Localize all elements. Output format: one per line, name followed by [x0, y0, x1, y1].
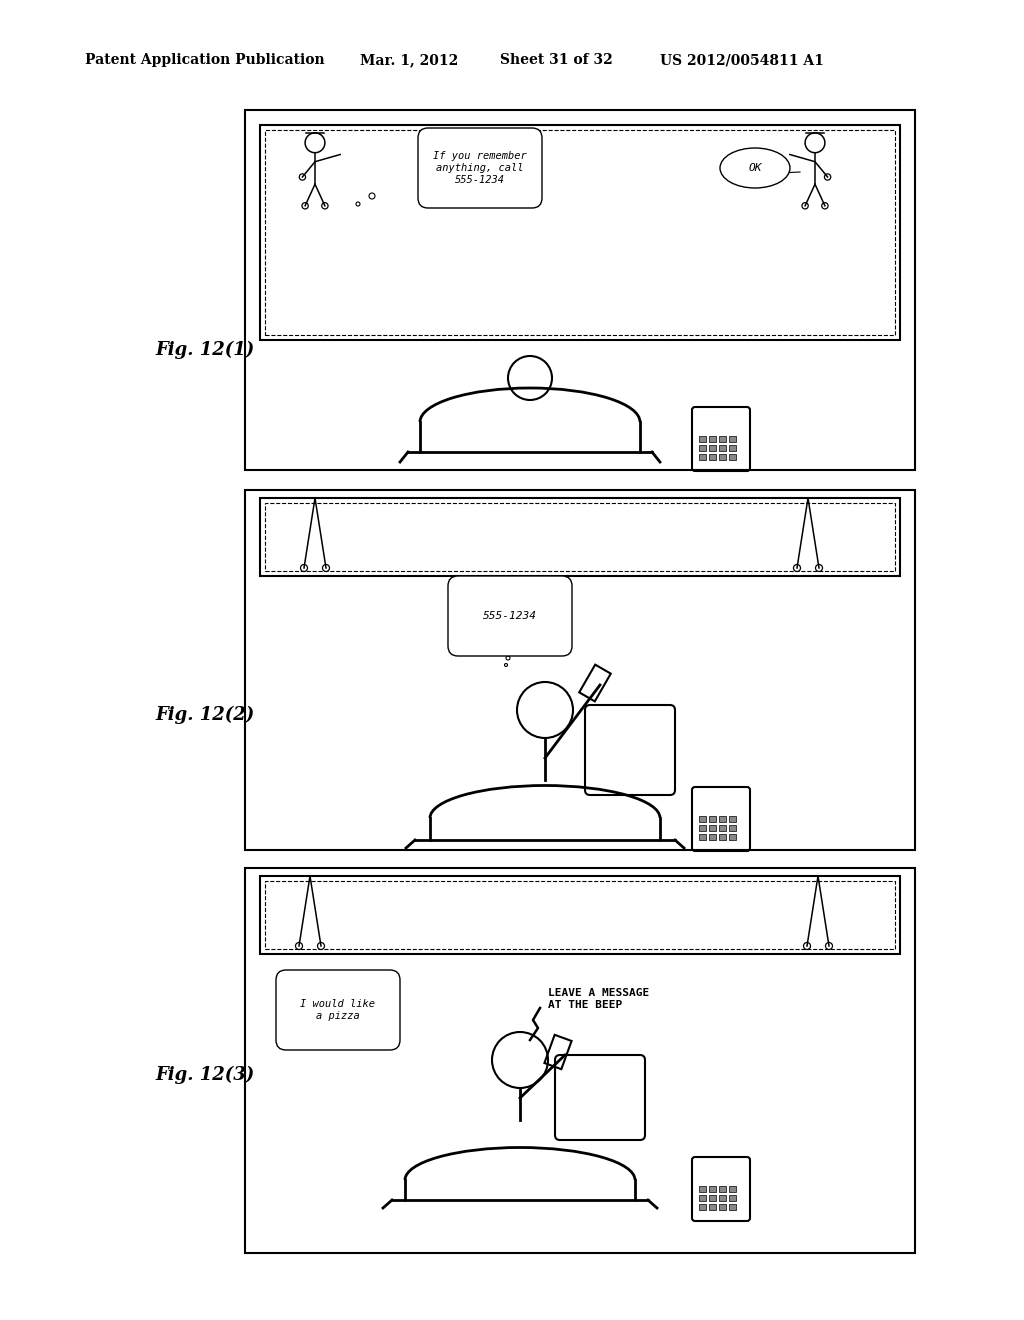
Bar — [719, 445, 726, 451]
Ellipse shape — [720, 148, 790, 187]
Bar — [719, 436, 726, 442]
FancyBboxPatch shape — [276, 970, 400, 1049]
Bar — [729, 816, 736, 822]
Text: OK: OK — [749, 162, 762, 173]
Bar — [719, 454, 726, 459]
Bar — [719, 825, 726, 832]
Bar — [729, 834, 736, 840]
Bar — [709, 825, 716, 832]
Bar — [719, 834, 726, 840]
Bar — [699, 445, 706, 451]
Bar — [699, 436, 706, 442]
Bar — [719, 1204, 726, 1210]
FancyBboxPatch shape — [449, 576, 572, 656]
Bar — [699, 1204, 706, 1210]
Bar — [709, 1204, 716, 1210]
Bar — [265, 880, 895, 949]
Bar — [729, 825, 736, 832]
FancyBboxPatch shape — [418, 128, 542, 209]
Bar — [709, 1195, 716, 1201]
Bar — [729, 1185, 736, 1192]
Text: US 2012/0054811 A1: US 2012/0054811 A1 — [660, 53, 824, 67]
Bar — [719, 1195, 726, 1201]
Bar — [729, 1204, 736, 1210]
Text: Sheet 31 of 32: Sheet 31 of 32 — [500, 53, 612, 67]
Text: Fig. 12(2): Fig. 12(2) — [155, 706, 254, 723]
Bar — [699, 834, 706, 840]
Text: LEAVE A MESSAGE
AT THE BEEP: LEAVE A MESSAGE AT THE BEEP — [548, 987, 649, 1010]
Text: Fig. 12(3): Fig. 12(3) — [155, 1065, 254, 1084]
Bar — [699, 1185, 706, 1192]
Bar — [709, 445, 716, 451]
Bar — [729, 445, 736, 451]
Text: Fig. 12(1): Fig. 12(1) — [155, 341, 254, 359]
Bar — [729, 1195, 736, 1201]
Bar — [719, 816, 726, 822]
Bar — [699, 454, 706, 459]
Bar — [709, 834, 716, 840]
Bar — [719, 1185, 726, 1192]
Bar — [709, 1185, 716, 1192]
Bar — [709, 436, 716, 442]
Bar — [729, 454, 736, 459]
Text: Patent Application Publication: Patent Application Publication — [85, 53, 325, 67]
Bar — [709, 454, 716, 459]
Bar — [265, 129, 895, 335]
Bar — [699, 1195, 706, 1201]
Text: I would like
a pizza: I would like a pizza — [300, 999, 376, 1020]
Text: 555-1234: 555-1234 — [483, 611, 537, 620]
Bar — [699, 825, 706, 832]
Bar — [729, 436, 736, 442]
Bar — [265, 503, 895, 572]
Text: If you remember
anything, call
555-1234: If you remember anything, call 555-1234 — [433, 152, 527, 185]
Text: Mar. 1, 2012: Mar. 1, 2012 — [360, 53, 459, 67]
Bar — [699, 816, 706, 822]
Bar — [709, 816, 716, 822]
